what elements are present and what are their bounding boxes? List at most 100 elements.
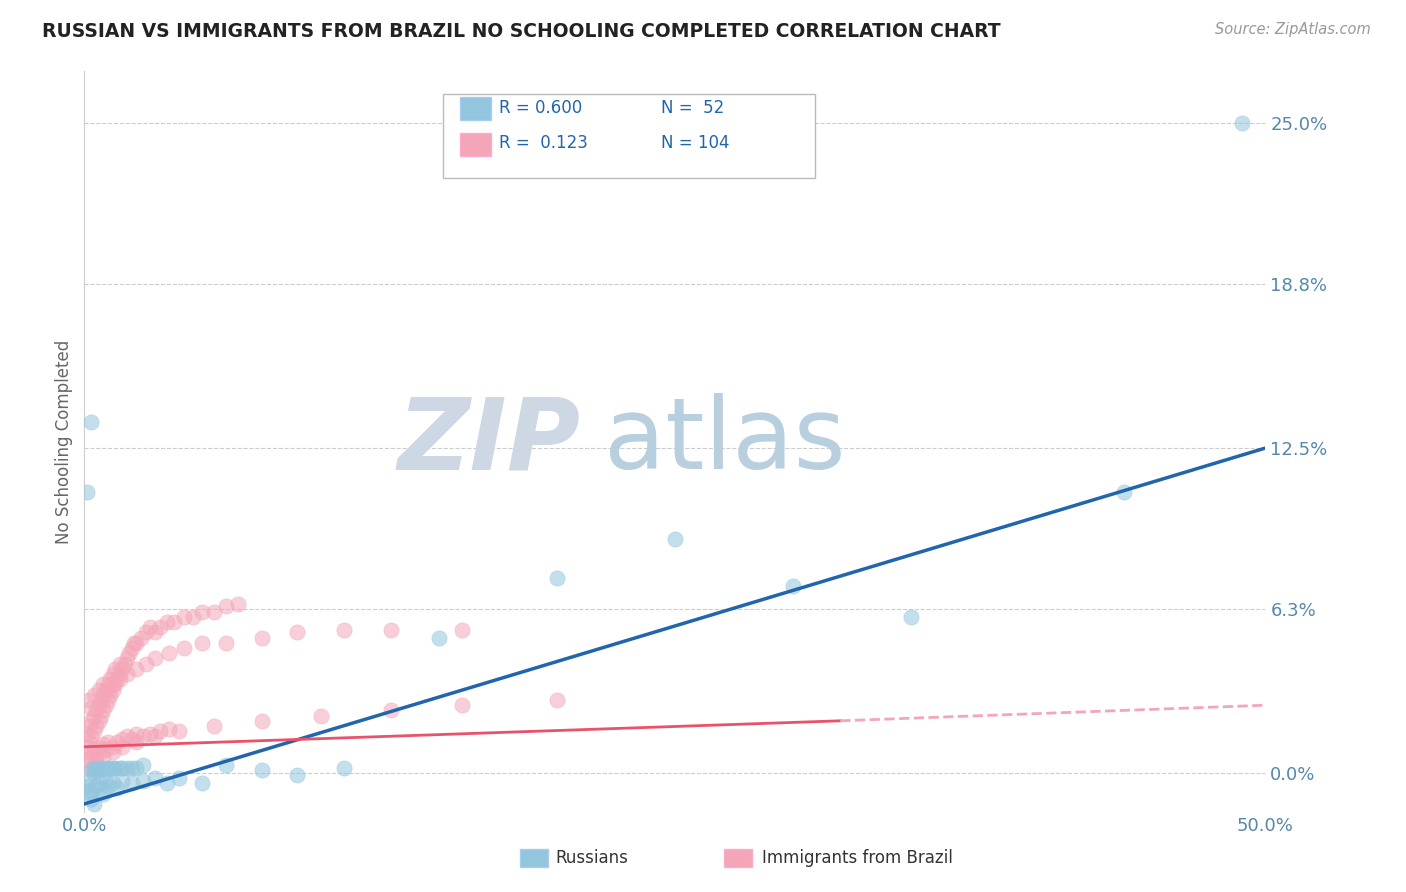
Point [104, 662, 127, 676]
Point [125, 636, 148, 650]
Point [87, 714, 110, 728]
Point [101, 739, 124, 754]
Point [84, 763, 107, 777]
Text: ZIP: ZIP [398, 393, 581, 490]
Point [111, 662, 134, 676]
Point [97, 693, 120, 707]
Point [1112, 485, 1135, 500]
Point [132, 758, 155, 772]
Point [107, 781, 129, 796]
Point [157, 722, 180, 736]
Point [149, 724, 172, 739]
Point [135, 657, 157, 671]
Point [333, 623, 356, 637]
Point [202, 719, 225, 733]
Text: Immigrants from Brazil: Immigrants from Brazil [762, 849, 953, 867]
Point [108, 760, 131, 774]
Text: N =  52: N = 52 [661, 99, 724, 117]
Point [115, 760, 138, 774]
Point [451, 623, 474, 637]
Point [111, 731, 134, 746]
Point [782, 579, 804, 593]
Point [101, 745, 124, 759]
Point [380, 623, 402, 637]
Text: Source: ZipAtlas.com: Source: ZipAtlas.com [1215, 22, 1371, 37]
Point [118, 646, 141, 660]
Point [143, 771, 166, 785]
Point [80, 714, 103, 728]
Point [77, 719, 100, 733]
Point [111, 773, 134, 788]
Point [76, 739, 98, 754]
Point [76, 779, 98, 793]
Text: atlas: atlas [605, 393, 845, 490]
Text: R = 0.600: R = 0.600 [499, 99, 582, 117]
Point [87, 760, 110, 774]
Text: Russians: Russians [555, 849, 628, 867]
Point [173, 610, 195, 624]
Point [87, 776, 110, 790]
Point [115, 651, 138, 665]
Point [125, 760, 148, 774]
Point [139, 620, 162, 634]
Point [76, 727, 98, 741]
Point [285, 768, 308, 782]
Point [83, 797, 105, 811]
Point [84, 719, 107, 733]
Point [77, 773, 100, 788]
Point [250, 763, 273, 777]
Point [84, 703, 107, 717]
Point [122, 636, 145, 650]
Point [125, 727, 148, 741]
Point [101, 776, 124, 790]
Point [97, 677, 120, 691]
Point [173, 641, 195, 656]
Point [427, 631, 450, 645]
Point [91, 737, 114, 751]
Point [167, 771, 190, 785]
Point [77, 745, 100, 759]
Point [546, 571, 568, 585]
Point [76, 753, 98, 767]
Point [202, 605, 225, 619]
Point [83, 760, 105, 774]
Point [80, 763, 103, 777]
Point [90, 693, 112, 707]
Point [91, 787, 114, 801]
Point [156, 615, 179, 629]
Y-axis label: No Schooling Completed: No Schooling Completed [55, 340, 73, 543]
Point [94, 773, 117, 788]
Point [80, 760, 103, 774]
Point [546, 693, 568, 707]
Point [163, 615, 186, 629]
Point [121, 641, 143, 656]
Point [90, 745, 112, 759]
Point [77, 784, 100, 798]
Point [91, 750, 114, 764]
Point [101, 677, 124, 691]
Point [135, 625, 157, 640]
Point [1230, 116, 1253, 130]
Point [87, 739, 110, 754]
Point [94, 682, 117, 697]
Point [285, 625, 308, 640]
Point [250, 631, 273, 645]
Point [143, 651, 166, 665]
Point [226, 597, 249, 611]
Point [156, 776, 179, 790]
Point [115, 667, 138, 681]
Point [309, 708, 332, 723]
Point [121, 776, 143, 790]
Point [84, 779, 107, 793]
Point [451, 698, 474, 713]
Point [132, 730, 155, 744]
Point [143, 625, 166, 640]
Point [108, 657, 131, 671]
Point [111, 739, 134, 754]
Point [139, 727, 162, 741]
Text: RUSSIAN VS IMMIGRANTS FROM BRAZIL NO SCHOOLING COMPLETED CORRELATION CHART: RUSSIAN VS IMMIGRANTS FROM BRAZIL NO SCH… [42, 22, 1001, 41]
Point [83, 724, 105, 739]
Point [80, 787, 103, 801]
Point [115, 730, 138, 744]
Point [87, 698, 110, 713]
